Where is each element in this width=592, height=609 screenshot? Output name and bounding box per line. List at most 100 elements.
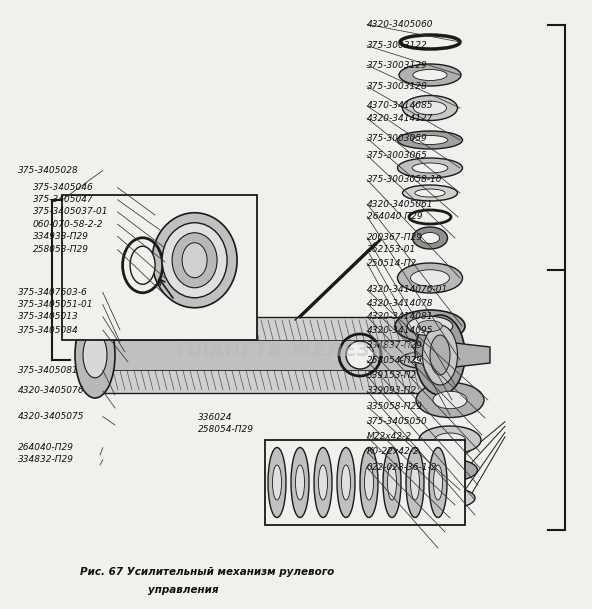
Ellipse shape xyxy=(342,465,350,500)
Ellipse shape xyxy=(365,465,374,500)
Ellipse shape xyxy=(172,233,217,287)
Ellipse shape xyxy=(399,64,461,86)
Text: 4320-3405075: 4320-3405075 xyxy=(18,412,84,421)
Ellipse shape xyxy=(415,315,465,395)
Text: 258054-П29: 258054-П29 xyxy=(198,425,255,434)
Text: 334837-П29: 334837-П29 xyxy=(367,342,423,350)
Text: 375-3405046: 375-3405046 xyxy=(33,183,94,192)
Text: 375-3405013: 375-3405013 xyxy=(18,312,79,321)
Ellipse shape xyxy=(395,310,465,342)
Ellipse shape xyxy=(430,335,450,375)
Ellipse shape xyxy=(413,101,446,115)
Text: 375-3003058-10: 375-3003058-10 xyxy=(367,175,443,184)
Text: 375-3405050: 375-3405050 xyxy=(367,417,428,426)
Text: М22х42-2: М22х42-2 xyxy=(367,432,412,441)
Text: 339153-П2: 339153-П2 xyxy=(367,371,417,380)
Ellipse shape xyxy=(425,488,475,508)
Text: 375-3405037-01: 375-3405037-01 xyxy=(33,208,108,216)
Text: 060-070-58-2-2: 060-070-58-2-2 xyxy=(33,220,103,228)
Text: 250514-П2: 250514-П2 xyxy=(367,259,417,267)
Ellipse shape xyxy=(397,158,462,178)
Ellipse shape xyxy=(182,243,207,278)
Ellipse shape xyxy=(403,96,458,121)
Text: 375-3405084: 375-3405084 xyxy=(18,326,79,334)
Ellipse shape xyxy=(337,448,355,518)
Text: 375-3003065: 375-3003065 xyxy=(367,151,428,160)
Text: 258053-П29: 258053-П29 xyxy=(33,245,89,254)
Ellipse shape xyxy=(397,131,462,149)
Ellipse shape xyxy=(416,382,484,418)
Ellipse shape xyxy=(413,69,447,80)
Text: 335058-П29: 335058-П29 xyxy=(367,402,423,410)
Text: 334832-П29: 334832-П29 xyxy=(18,456,74,464)
Text: 200367-П29: 200367-П29 xyxy=(367,233,423,242)
Text: 4320-3414076-01: 4320-3414076-01 xyxy=(367,286,448,294)
Text: 375-3405081: 375-3405081 xyxy=(18,366,79,375)
Text: 022-028-36-1-2: 022-028-36-1-2 xyxy=(367,463,437,472)
Text: 264040-П29: 264040-П29 xyxy=(18,443,74,452)
Text: 4320-3414081: 4320-3414081 xyxy=(367,312,433,321)
Ellipse shape xyxy=(435,433,465,447)
Ellipse shape xyxy=(433,391,467,409)
Ellipse shape xyxy=(436,465,464,476)
Text: 4320-3405060: 4320-3405060 xyxy=(367,20,433,29)
Text: 264040 П29: 264040 П29 xyxy=(367,212,423,220)
Ellipse shape xyxy=(419,426,481,454)
Text: управления: управления xyxy=(148,585,218,595)
Text: 336024: 336024 xyxy=(198,413,233,421)
Text: 375-3405051-01: 375-3405051-01 xyxy=(18,300,94,309)
Text: 4320-3414095: 4320-3414095 xyxy=(367,326,433,335)
Ellipse shape xyxy=(400,351,460,369)
Text: 4320-3414078: 4320-3414078 xyxy=(367,299,433,308)
Text: 262153-01: 262153-01 xyxy=(367,245,416,254)
Ellipse shape xyxy=(418,320,442,331)
FancyBboxPatch shape xyxy=(62,195,257,340)
Text: 375-3003059: 375-3003059 xyxy=(367,134,428,143)
Ellipse shape xyxy=(420,233,440,244)
Ellipse shape xyxy=(407,317,453,336)
Text: 375-3407603-6: 375-3407603-6 xyxy=(18,288,88,297)
Ellipse shape xyxy=(412,163,448,173)
Ellipse shape xyxy=(406,448,424,518)
Text: 375-3405028: 375-3405028 xyxy=(18,166,79,175)
Ellipse shape xyxy=(295,465,304,500)
Ellipse shape xyxy=(410,465,420,500)
Ellipse shape xyxy=(429,448,447,518)
Ellipse shape xyxy=(318,465,327,500)
Text: 4320-3414127: 4320-3414127 xyxy=(367,114,433,122)
Text: 4320-3405061: 4320-3405061 xyxy=(367,200,433,208)
Ellipse shape xyxy=(403,185,458,201)
Ellipse shape xyxy=(152,213,237,308)
Ellipse shape xyxy=(412,135,448,144)
Polygon shape xyxy=(95,317,430,393)
Text: 375-3003122: 375-3003122 xyxy=(367,41,428,50)
Text: 334933-П29: 334933-П29 xyxy=(33,232,89,241)
Text: 375-3405047: 375-3405047 xyxy=(33,195,94,204)
Ellipse shape xyxy=(413,356,446,365)
Ellipse shape xyxy=(272,465,282,500)
Ellipse shape xyxy=(383,448,401,518)
Text: 4320-3405076: 4320-3405076 xyxy=(18,387,84,395)
Ellipse shape xyxy=(314,448,332,518)
Ellipse shape xyxy=(423,459,478,481)
Ellipse shape xyxy=(433,465,442,500)
Ellipse shape xyxy=(415,189,445,197)
Polygon shape xyxy=(103,340,422,370)
Ellipse shape xyxy=(130,246,155,284)
Text: 375-3003129: 375-3003129 xyxy=(367,61,428,69)
Text: 4370-3414085: 4370-3414085 xyxy=(367,102,433,110)
Text: 258054-П29: 258054-П29 xyxy=(367,356,423,365)
Ellipse shape xyxy=(413,227,448,249)
Ellipse shape xyxy=(437,493,462,503)
Ellipse shape xyxy=(388,465,397,500)
Text: Рис. 67 Усилительный механизм рулевого: Рис. 67 Усилительный механизм рулевого xyxy=(80,567,334,577)
Ellipse shape xyxy=(268,448,286,518)
Ellipse shape xyxy=(360,448,378,518)
Text: К0-22х42-2: К0-22х42-2 xyxy=(367,448,420,456)
Text: 339093-П2: 339093-П2 xyxy=(367,387,417,395)
Ellipse shape xyxy=(397,263,462,293)
Ellipse shape xyxy=(346,341,374,369)
Ellipse shape xyxy=(162,223,227,298)
Text: ПЛАНЕТА ЖЕЛЕЗЯКА: ПЛАНЕТА ЖЕЛЕЗЯКА xyxy=(177,340,415,359)
Ellipse shape xyxy=(423,325,458,385)
